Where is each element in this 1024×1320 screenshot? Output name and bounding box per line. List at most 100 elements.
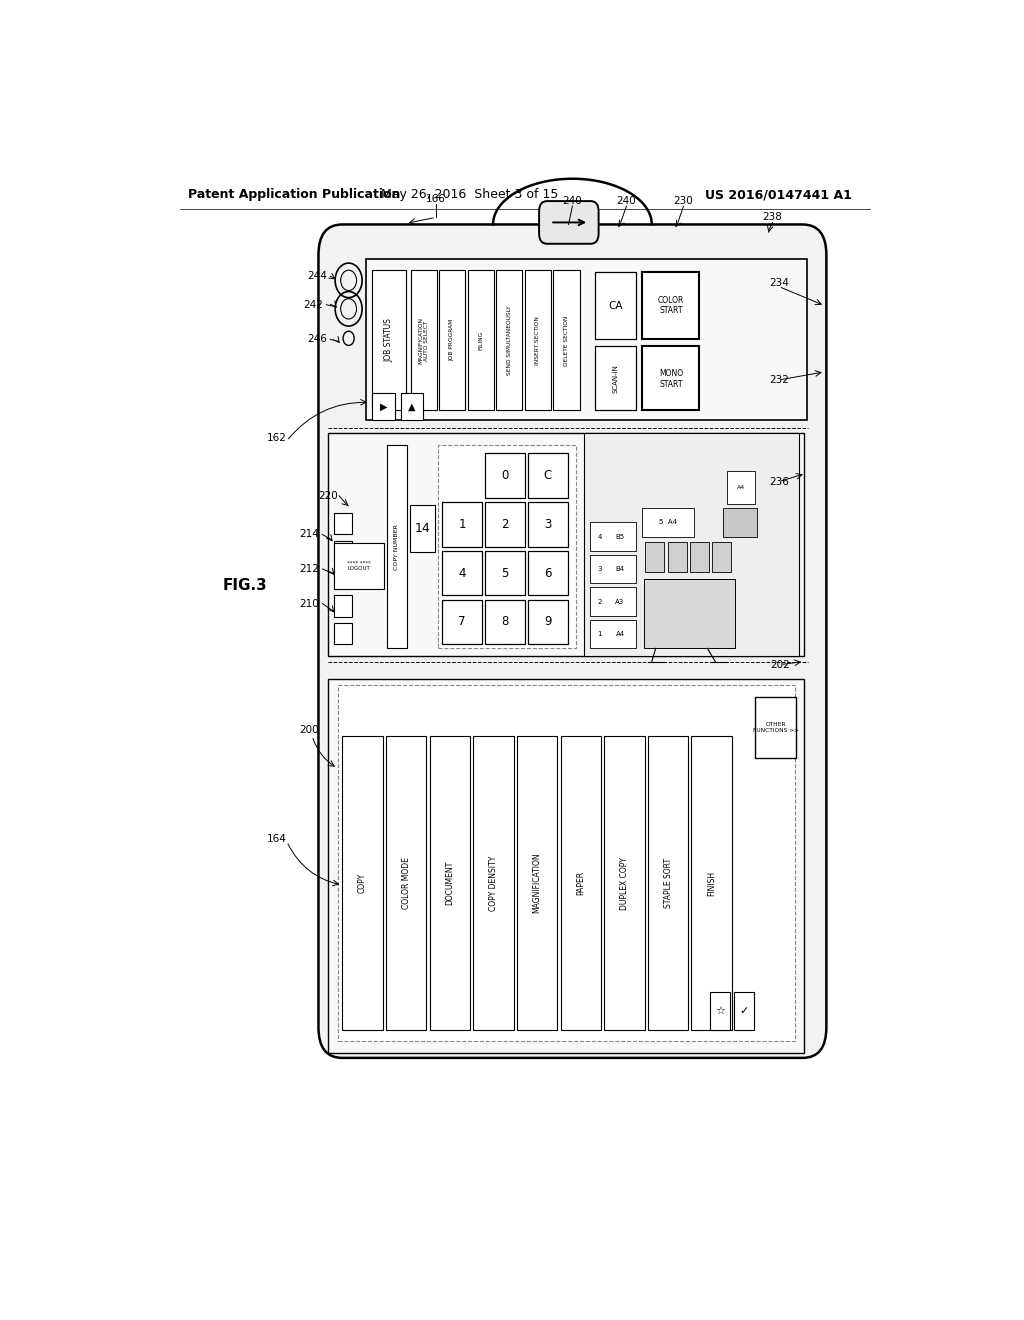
Bar	[442, 550, 482, 595]
Bar	[485, 550, 524, 595]
Text: 240: 240	[562, 197, 583, 206]
Text: 166: 166	[426, 194, 445, 205]
Bar	[727, 471, 755, 504]
FancyBboxPatch shape	[539, 201, 599, 244]
Bar	[590, 554, 636, 583]
Text: 240: 240	[616, 197, 636, 206]
Text: 2: 2	[597, 598, 601, 605]
Bar	[755, 697, 797, 758]
Bar	[437, 445, 577, 648]
Bar	[367, 259, 807, 420]
Text: 14: 14	[415, 521, 430, 535]
Bar	[595, 346, 636, 411]
Bar	[334, 543, 384, 589]
Bar	[645, 541, 665, 572]
Text: FILING: FILING	[478, 331, 483, 350]
Text: 214: 214	[299, 529, 318, 540]
Bar	[410, 506, 435, 552]
Bar	[690, 541, 709, 572]
Text: 236: 236	[769, 477, 788, 487]
Text: ✓: ✓	[739, 1006, 749, 1016]
Bar	[485, 453, 524, 498]
Bar	[334, 595, 352, 616]
Bar	[642, 508, 694, 536]
Bar	[387, 445, 407, 648]
Text: DOCUMENT: DOCUMENT	[445, 861, 455, 906]
Text: 210: 210	[299, 598, 318, 609]
Bar	[328, 433, 804, 656]
Text: A4: A4	[736, 486, 744, 490]
Bar	[386, 735, 426, 1031]
Text: US 2016/0147441 A1: US 2016/0147441 A1	[706, 189, 852, 202]
Text: 232: 232	[769, 375, 788, 385]
Text: 5: 5	[502, 566, 509, 579]
Text: 4: 4	[459, 566, 466, 579]
Bar	[712, 541, 731, 572]
Bar	[497, 271, 522, 411]
Bar	[644, 579, 735, 648]
Bar	[590, 620, 636, 648]
Text: A3: A3	[615, 598, 625, 605]
Text: 3: 3	[544, 517, 552, 531]
Text: SCAN-IN: SCAN-IN	[612, 364, 618, 393]
Text: 200: 200	[299, 725, 318, 735]
Text: May 26, 2016  Sheet 3 of 15: May 26, 2016 Sheet 3 of 15	[381, 189, 558, 202]
Text: COPY NUMBER: COPY NUMBER	[394, 524, 398, 569]
Text: 8: 8	[502, 615, 509, 628]
Text: MONO
START: MONO START	[658, 370, 683, 388]
Bar	[439, 271, 465, 411]
Bar	[710, 991, 730, 1031]
Text: 220: 220	[318, 491, 338, 500]
Text: FINISH: FINISH	[708, 870, 716, 896]
Text: ▶: ▶	[380, 401, 387, 412]
Bar	[442, 502, 482, 546]
Bar	[590, 587, 636, 615]
Text: COLOR MODE: COLOR MODE	[401, 857, 411, 909]
Bar	[585, 433, 799, 656]
Text: 4: 4	[597, 533, 601, 540]
Text: CA: CA	[608, 301, 623, 310]
Text: 2: 2	[501, 517, 509, 531]
Bar	[442, 599, 482, 644]
Bar	[648, 735, 688, 1031]
Text: JOB STATUS: JOB STATUS	[385, 318, 393, 362]
Bar	[338, 685, 795, 1040]
Text: OTHER
FUNCTIONS >>: OTHER FUNCTIONS >>	[753, 722, 799, 733]
Bar	[411, 271, 436, 411]
Text: DELETE SECTION: DELETE SECTION	[564, 315, 569, 366]
Bar	[528, 502, 567, 546]
Bar	[342, 735, 383, 1031]
Text: 244: 244	[307, 272, 327, 281]
Bar	[334, 513, 352, 535]
Bar	[430, 735, 470, 1031]
Text: SEND SIMULTANEOUSLY: SEND SIMULTANEOUSLY	[507, 305, 512, 375]
Text: ☆: ☆	[715, 1006, 725, 1016]
Bar	[485, 599, 524, 644]
Bar	[517, 735, 557, 1031]
Text: 164: 164	[267, 834, 287, 845]
Text: 9: 9	[544, 615, 552, 628]
Text: MAGNIFICATION: MAGNIFICATION	[532, 853, 542, 913]
Text: 202: 202	[770, 660, 791, 669]
Text: 212: 212	[299, 564, 318, 574]
Text: FIG.3: FIG.3	[223, 578, 268, 593]
Bar	[590, 523, 636, 550]
Bar	[733, 991, 754, 1031]
Text: 234: 234	[769, 279, 788, 288]
Text: 6: 6	[544, 566, 552, 579]
Bar	[373, 393, 394, 420]
Bar	[334, 568, 352, 589]
Text: 1: 1	[459, 517, 466, 531]
Text: STAPLE SORT: STAPLE SORT	[664, 858, 673, 908]
Bar	[373, 271, 406, 411]
Bar	[691, 735, 732, 1031]
Text: 242: 242	[303, 300, 323, 310]
Bar	[473, 735, 514, 1031]
Text: MAGNIFICATION
AUTO SELECT: MAGNIFICATION AUTO SELECT	[418, 317, 429, 364]
Text: **** ****
LOGOUT: **** **** LOGOUT	[347, 561, 371, 572]
Bar	[468, 271, 494, 411]
Bar	[642, 346, 699, 411]
Text: INSERT SECTION: INSERT SECTION	[536, 315, 541, 364]
Bar	[595, 272, 636, 339]
Text: PAPER: PAPER	[577, 871, 586, 895]
